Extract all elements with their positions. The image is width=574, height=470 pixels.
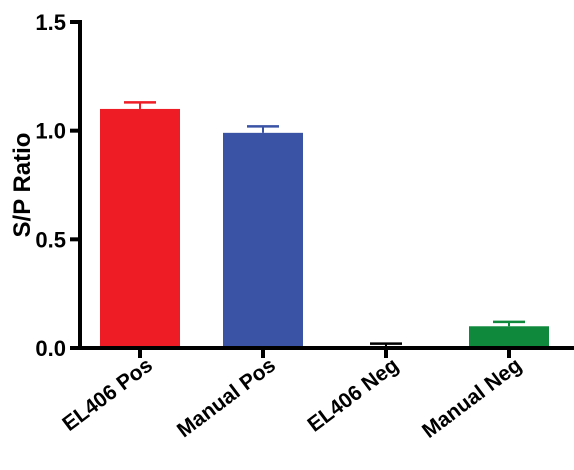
y-tick-label: 1.5	[35, 10, 66, 35]
x-tick-label: Manual Neg	[418, 354, 526, 443]
y-tick-label: 0.0	[35, 336, 66, 361]
x-tick-label: EL406 Neg	[303, 354, 403, 437]
bar-manual-pos	[223, 132, 303, 348]
bars	[100, 101, 549, 349]
y-axis-ticks: 0.0 0.5 1.0 1.5	[35, 10, 80, 361]
x-axis-ticks: EL406 Pos Manual Pos EL406 Neg Manual Neg	[58, 348, 526, 443]
y-tick-label: 0.5	[35, 227, 66, 252]
x-tick-label: EL406 Pos	[58, 354, 157, 436]
y-tick-label: 1.0	[35, 119, 66, 144]
y-axis-label: S/P Ratio	[9, 133, 36, 238]
bar-el406-pos	[100, 108, 180, 348]
x-tick-label: Manual Pos	[173, 354, 280, 443]
bar-manual-neg	[469, 326, 549, 348]
